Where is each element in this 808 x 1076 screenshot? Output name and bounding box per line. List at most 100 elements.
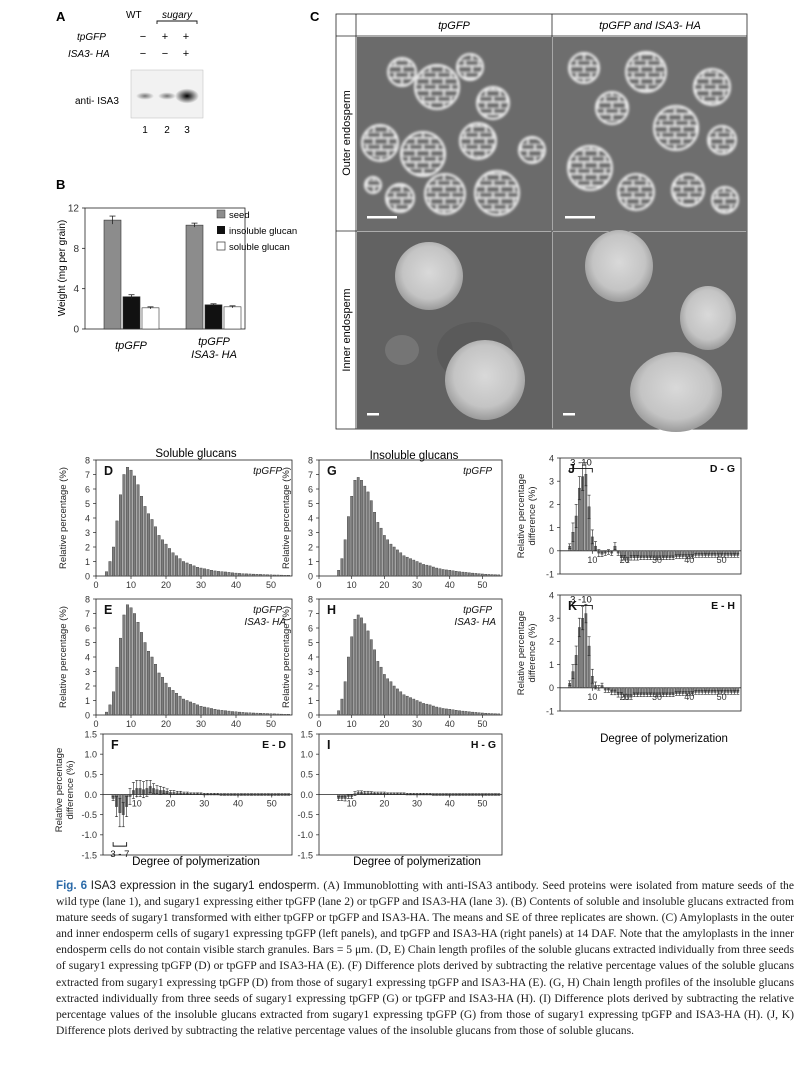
histogram-bar xyxy=(422,703,425,716)
histogram-bar xyxy=(119,494,122,577)
y-tick-label: 1 xyxy=(308,696,313,706)
chart-f: -1.5 -1.0 -0.5 0.0 0.5 1.0 1.5 10 20 30 40 50 F E - D… xyxy=(54,729,293,860)
histogram-bar xyxy=(255,712,259,716)
histogram-bar xyxy=(396,688,399,716)
histogram-bar xyxy=(227,572,231,577)
histogram-bar xyxy=(140,632,143,716)
y-tick-label: 1.0 xyxy=(84,749,97,759)
histogram-bar xyxy=(386,678,390,716)
sign-tpgfp-2: + xyxy=(162,31,168,43)
bar-seed xyxy=(185,224,204,330)
y-tick-label: 1.5 xyxy=(300,729,313,739)
x-tick-label: 10 xyxy=(126,719,136,729)
y-tick-label: 2 xyxy=(308,681,313,691)
histogram-bar xyxy=(115,666,119,716)
histogram-bar xyxy=(231,572,234,577)
y-axis-label: Relative percentage (%) xyxy=(58,606,69,708)
histogram-bar xyxy=(363,623,367,716)
panel-annotation: tpGFP xyxy=(253,466,282,477)
histogram-bar xyxy=(269,574,273,577)
histogram-bar xyxy=(481,573,484,577)
legend-seed: seed xyxy=(229,210,250,221)
x-tick-label: 20 xyxy=(165,799,175,809)
y-tick-label: -0.5 xyxy=(81,810,97,820)
panel-a-letter: A xyxy=(56,9,66,24)
x-tick-label: 0 xyxy=(316,719,321,729)
histogram-bar xyxy=(422,564,425,577)
histogram-bar xyxy=(428,704,432,716)
histogram-bar xyxy=(399,552,403,577)
bar-soluble-glucan xyxy=(141,307,160,330)
panel-annotation: E - H xyxy=(711,600,735,612)
histogram-bar xyxy=(224,710,227,716)
x-tick-label: 20 xyxy=(161,719,171,729)
histogram-bar xyxy=(108,704,112,716)
histogram-bar xyxy=(136,484,140,577)
x-tick-label: 30 xyxy=(412,799,422,809)
y-tick-label: 0 xyxy=(308,571,313,581)
histogram-bar xyxy=(133,613,136,716)
histogram-bar xyxy=(206,569,210,577)
histogram-bar xyxy=(438,568,442,577)
histogram-bar xyxy=(458,710,461,716)
y-axis-label: Relative percentage xyxy=(516,474,527,559)
histogram-bar xyxy=(445,708,448,716)
histogram-bar xyxy=(259,713,262,716)
y-axis-label: Relative percentage (%) xyxy=(58,467,69,569)
histogram-bar xyxy=(376,661,380,716)
histogram-bar xyxy=(283,575,287,577)
histogram-bar xyxy=(353,619,357,716)
y-tick-label: 3 xyxy=(85,528,90,538)
histogram-bar xyxy=(494,574,497,577)
histogram-bar xyxy=(389,543,393,577)
histogram-bar xyxy=(234,572,238,577)
x-tick-label: 40 xyxy=(684,555,694,565)
row-header-inner: Inner endosperm xyxy=(341,288,353,371)
histogram-bar xyxy=(280,574,283,577)
y-axis-label: difference (%) xyxy=(527,487,538,546)
y-tick-label: 6 xyxy=(85,623,90,633)
histogram-bar xyxy=(431,705,435,716)
histogram-bar xyxy=(431,566,435,577)
x-tick-label: 30 xyxy=(199,799,209,809)
histogram-bar xyxy=(487,574,491,577)
histogram-bar xyxy=(108,561,112,577)
x-tick-label: 40 xyxy=(445,580,455,590)
y-tick-label: -1.5 xyxy=(81,850,97,860)
header-insoluble-glucans: Insoluble glucans xyxy=(370,450,459,462)
histogram-bar xyxy=(497,574,501,577)
panel-b-ylabel: Weight (mg per grain) xyxy=(57,220,68,317)
panel-letter-k: K xyxy=(568,599,577,613)
blot-band xyxy=(136,92,154,100)
sign-isa3-2: − xyxy=(162,48,168,60)
antibody-label: anti- ISA3 xyxy=(75,96,119,107)
histogram-bar xyxy=(255,574,259,577)
chart-i: -1.5 -1.0 -0.5 0.0 0.5 1.0 1.5 10 20 30 40 50 I H - G xyxy=(297,729,503,860)
y-tick-label: 4 xyxy=(308,513,313,523)
histogram-bar xyxy=(366,630,370,716)
y-tick-label: -1.0 xyxy=(81,830,97,840)
bar-insoluble-glucan xyxy=(122,296,141,330)
histogram-bar xyxy=(382,674,386,716)
y-tick-label: 8 xyxy=(308,455,313,465)
y-axis-label: Relative percentage xyxy=(54,748,65,833)
x-tick-label: 50 xyxy=(717,555,727,565)
y-tick-label: 4 xyxy=(549,590,554,600)
bracket-label: 3 -10 xyxy=(570,457,592,468)
histogram-bar xyxy=(350,636,354,716)
histogram-bar xyxy=(402,694,406,716)
histogram-bar xyxy=(373,512,376,577)
panel-letter-h: H xyxy=(327,603,336,617)
histogram-bar xyxy=(164,682,168,716)
histogram-bar xyxy=(175,693,178,716)
histogram-bar xyxy=(454,571,458,577)
histogram-bar xyxy=(405,695,409,716)
histogram-bar xyxy=(441,569,445,577)
x-tick-label: 0 xyxy=(93,719,98,729)
histogram-bar xyxy=(213,570,217,577)
b-group-label-2a: tpGFP xyxy=(198,336,230,348)
panel-b-letter: B xyxy=(56,177,65,192)
histogram-bar xyxy=(171,690,175,716)
histogram-bar xyxy=(182,698,185,716)
